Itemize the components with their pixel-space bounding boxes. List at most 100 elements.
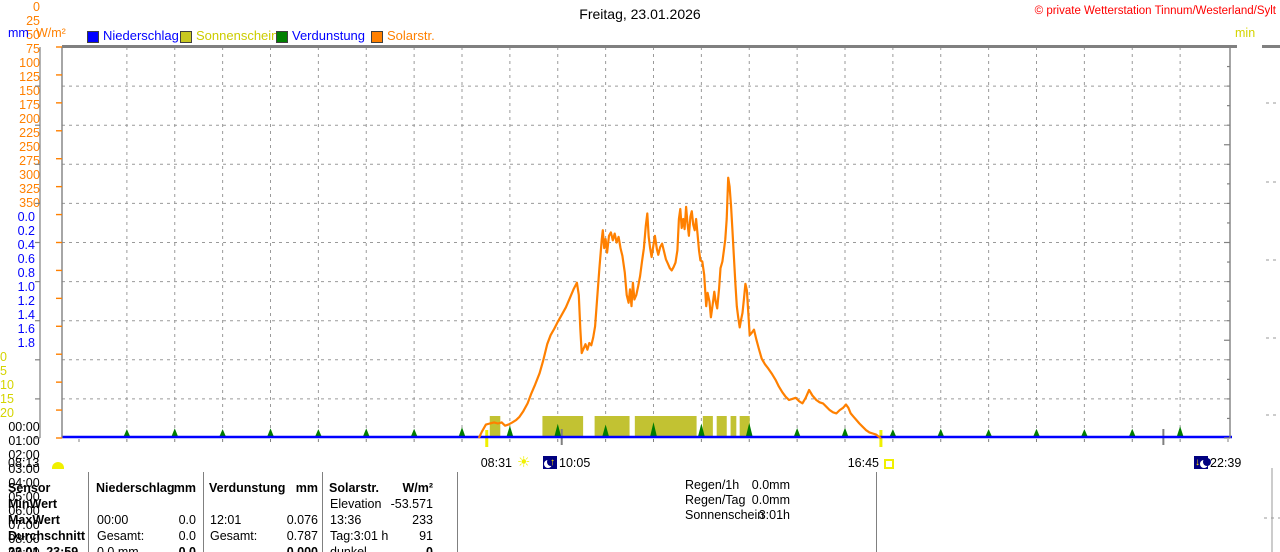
table-cell-value: 0.000 [286, 545, 318, 552]
evaporation-spike [362, 428, 370, 437]
moonset-time-label: 22:39 [1210, 456, 1242, 470]
x-tick-label: 06:00 [8, 504, 40, 518]
next-panel-stub [1262, 45, 1280, 48]
evaporation-spike [793, 428, 801, 437]
evaporation-spike [745, 422, 753, 437]
min-tick-label: 0 [0, 350, 7, 364]
sunshine-bar [716, 416, 727, 437]
evaporation-spike [506, 425, 514, 437]
legend-swatch-verdunstung [276, 31, 288, 43]
table-cell-label: Tag:3:01 h [330, 529, 389, 543]
mm-axis-title: mm [8, 26, 29, 40]
wm2-tick-label: 25 [26, 14, 40, 28]
mm-tick-label: 1.2 [17, 294, 35, 308]
evaporation-spike [123, 429, 131, 437]
table-cell-label: Gesamt: [97, 529, 145, 543]
table-cell-value: 0.0 [178, 529, 196, 543]
evaporation-spike [1128, 428, 1136, 437]
evaporation-spike [314, 429, 322, 437]
evaporation-spike [889, 429, 897, 437]
table-cell-label: Elevation [330, 497, 382, 511]
evaporation-spike [458, 427, 466, 437]
table-cell-value: 91 [419, 529, 433, 543]
table-divider [88, 472, 89, 552]
table-cell-value: 233 [412, 513, 433, 527]
x-tick-label: 09:00 [0, 546, 48, 552]
table-row-header: Sensor [8, 481, 51, 495]
wm2-tick-label: 50 [26, 28, 40, 42]
evaporation-spike [602, 424, 610, 437]
wm2-tick-label: 125 [19, 70, 40, 84]
evaporation-spike [1080, 429, 1088, 437]
table-cell-value: 0.787 [286, 529, 318, 543]
table-cell-label: Gesamt: [210, 529, 258, 543]
wm2-tick-label: 225 [19, 126, 40, 140]
table-divider [876, 472, 877, 552]
table-cell-label: 13:36 [330, 513, 362, 527]
sunshine-bar [702, 416, 713, 437]
plot-top-border [62, 45, 1237, 48]
table-row-header: MinWert [8, 497, 58, 511]
info-value: 0.0mm [751, 493, 790, 507]
table-col-header: Solarstr. [329, 481, 380, 495]
evaporation-spike [171, 428, 179, 437]
x-tick-label: 02:00 [8, 448, 40, 462]
table-cell-label: 0.0 mm [97, 545, 139, 552]
info-value: 3:01h [758, 508, 790, 522]
wm2-tick-label: 300 [19, 168, 40, 182]
evaporation-spike [1033, 428, 1040, 437]
legend-swatch-niederschlag [87, 31, 99, 43]
table-row-header: 23.01 23:59 [8, 545, 79, 552]
x-tick-label: 04:00 [8, 476, 40, 490]
evaporation-spike [554, 423, 562, 437]
min-tick-label: 5 [0, 364, 7, 378]
wm2-tick-label: 200 [19, 112, 40, 126]
moonrise-icon: ↑ [543, 456, 557, 469]
table-cell-value: 0.076 [286, 513, 318, 527]
sun-event-tick [879, 430, 883, 447]
info-label: Regen/Tag [685, 493, 746, 507]
evaporation-spike [267, 428, 274, 437]
table-cell-value: 0 [426, 545, 433, 552]
mm-tick-label: 0.2 [17, 224, 35, 238]
table-col-unit: mm [295, 481, 318, 495]
legend-swatch-sonnenschein [180, 31, 192, 43]
legend-label-niederschlag: Niederschlag [103, 28, 179, 43]
table-row-header: Durchschnitt [8, 529, 86, 543]
table-col-header: Verdunstung [209, 481, 286, 495]
min-tick-label: 10 [0, 378, 14, 392]
table-divider [203, 472, 204, 552]
evaporation-spike [650, 422, 657, 437]
wm2-tick-label: 75 [26, 42, 40, 56]
legend-swatch-solarstr. [371, 31, 383, 43]
sunshine-bar [634, 416, 697, 437]
table-cell-value: 0.0 [178, 545, 196, 552]
solar-radiation-curve [477, 176, 882, 439]
moonrise-time-label: 10:05 [559, 456, 591, 470]
sunshine-bar [489, 416, 501, 437]
twilight-time-label: 08:13 [8, 456, 40, 470]
wm2-axis-title: W/m² [36, 26, 66, 40]
mm-tick-label: 0.6 [17, 252, 35, 266]
moonset-icon: ↓ [1194, 456, 1211, 469]
mm-tick-label: 1.0 [17, 280, 35, 294]
evaporation-spike [937, 428, 945, 437]
wm2-tick-label: 275 [19, 154, 40, 168]
info-value: 0.0mm [751, 478, 790, 492]
table-cell-value: -53.571 [390, 497, 433, 511]
sunshine-bar [739, 416, 750, 437]
wm2-tick-label: 0 [33, 0, 40, 14]
wm2-tick-label: 175 [19, 98, 40, 112]
table-col-header: Niederschlag [96, 481, 175, 495]
table-col-unit: mm [173, 481, 196, 495]
page-title: Freitag, 23.01.2026 [579, 6, 701, 22]
x-tick-label: 08:00 [8, 532, 40, 546]
evaporation-spike [985, 429, 993, 437]
mm-tick-label: 0.8 [17, 266, 35, 280]
table-cell-label: 12:01 [210, 513, 242, 527]
sunshine-bar [730, 416, 737, 437]
sunrise-time-label: 08:31 [480, 456, 512, 470]
mm-tick-label: 1.4 [17, 308, 35, 322]
